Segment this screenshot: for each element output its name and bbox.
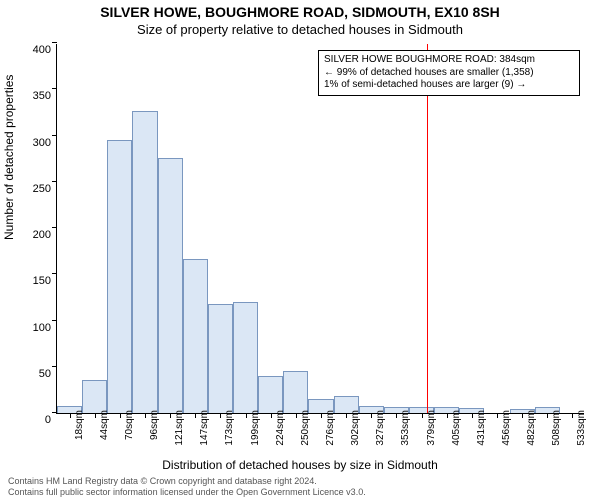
x-tick-mark: [271, 413, 272, 418]
histogram-bar: [183, 259, 208, 413]
x-tick-mark: [296, 413, 297, 418]
x-tick-label: 44sqm: [99, 410, 110, 440]
y-tick-label: 300: [21, 137, 51, 149]
y-tick-mark: [52, 88, 57, 89]
x-tick-label: 508sqm: [551, 410, 562, 446]
y-tick-mark: [52, 273, 57, 274]
x-tick-mark: [547, 413, 548, 418]
footer-line-1: Contains HM Land Registry data © Crown c…: [8, 476, 600, 487]
x-tick-label: 173sqm: [224, 410, 235, 446]
x-tick-mark: [396, 413, 397, 418]
x-tick-label: 18sqm: [74, 410, 85, 440]
histogram-bar: [258, 376, 283, 413]
y-tick-mark: [52, 42, 57, 43]
x-tick-label: 327sqm: [375, 410, 386, 446]
x-axis-label: Distribution of detached houses by size …: [0, 458, 600, 472]
histogram-bar: [233, 302, 258, 413]
y-tick-mark: [52, 135, 57, 136]
x-tick-label: 224sqm: [275, 410, 286, 446]
x-tick-label: 250sqm: [300, 410, 311, 446]
x-tick-mark: [572, 413, 573, 418]
plot-area: 05010015020025030035040018sqm44sqm70sqm9…: [56, 44, 584, 414]
y-tick-mark: [52, 181, 57, 182]
x-tick-mark: [170, 413, 171, 418]
footer-line-2: Contains full public sector information …: [8, 487, 600, 498]
y-tick-label: 100: [21, 322, 51, 334]
x-tick-mark: [195, 413, 196, 418]
y-tick-label: 50: [21, 368, 51, 380]
histogram-bar: [208, 304, 233, 413]
y-tick-label: 0: [21, 414, 51, 426]
x-tick-label: 121sqm: [174, 410, 185, 446]
y-tick-label: 150: [21, 275, 51, 287]
y-tick-mark: [52, 320, 57, 321]
x-tick-mark: [70, 413, 71, 418]
x-tick-mark: [220, 413, 221, 418]
x-tick-label: 353sqm: [400, 410, 411, 446]
x-tick-label: 379sqm: [426, 410, 437, 446]
reference-line: [427, 44, 428, 413]
chart-footer: Contains HM Land Registry data © Crown c…: [0, 476, 600, 498]
x-tick-label: 199sqm: [250, 410, 261, 446]
callout-line-2: ← 99% of detached houses are smaller (1,…: [324, 67, 574, 80]
histogram-bar: [107, 140, 132, 413]
y-tick-label: 350: [21, 90, 51, 102]
histogram-bar: [132, 111, 157, 413]
y-tick-label: 400: [21, 44, 51, 56]
x-tick-mark: [497, 413, 498, 418]
x-tick-mark: [447, 413, 448, 418]
x-tick-mark: [346, 413, 347, 418]
callout-line-3: 1% of semi-detached houses are larger (9…: [324, 79, 574, 92]
chart-subtitle: Size of property relative to detached ho…: [0, 22, 600, 37]
x-tick-mark: [472, 413, 473, 418]
callout-line-1: SILVER HOWE BOUGHMORE ROAD: 384sqm: [324, 54, 574, 67]
x-tick-label: 405sqm: [451, 410, 462, 446]
histogram-bar: [82, 380, 107, 413]
x-tick-mark: [246, 413, 247, 418]
chart-container: SILVER HOWE, BOUGHMORE ROAD, SIDMOUTH, E…: [0, 0, 600, 500]
y-tick-mark: [52, 227, 57, 228]
x-tick-label: 147sqm: [199, 410, 210, 446]
y-tick-label: 250: [21, 183, 51, 195]
histogram-bar: [283, 371, 308, 413]
x-tick-mark: [95, 413, 96, 418]
y-tick-mark: [52, 366, 57, 367]
x-tick-label: 456sqm: [501, 410, 512, 446]
x-tick-label: 96sqm: [149, 410, 160, 440]
x-tick-label: 276sqm: [325, 410, 336, 446]
callout-box: SILVER HOWE BOUGHMORE ROAD: 384sqm← 99% …: [318, 50, 580, 96]
y-axis-label: Number of detached properties: [2, 75, 16, 240]
x-tick-mark: [422, 413, 423, 418]
x-tick-label: 302sqm: [350, 410, 361, 446]
x-tick-mark: [120, 413, 121, 418]
x-tick-mark: [321, 413, 322, 418]
x-tick-label: 482sqm: [526, 410, 537, 446]
chart-title: SILVER HOWE, BOUGHMORE ROAD, SIDMOUTH, E…: [0, 4, 600, 20]
y-tick-label: 200: [21, 229, 51, 241]
x-tick-mark: [145, 413, 146, 418]
x-tick-label: 70sqm: [124, 410, 135, 440]
x-tick-label: 533sqm: [576, 410, 587, 446]
x-tick-mark: [522, 413, 523, 418]
x-tick-mark: [371, 413, 372, 418]
x-tick-label: 431sqm: [476, 410, 487, 446]
histogram-bar: [158, 158, 183, 413]
